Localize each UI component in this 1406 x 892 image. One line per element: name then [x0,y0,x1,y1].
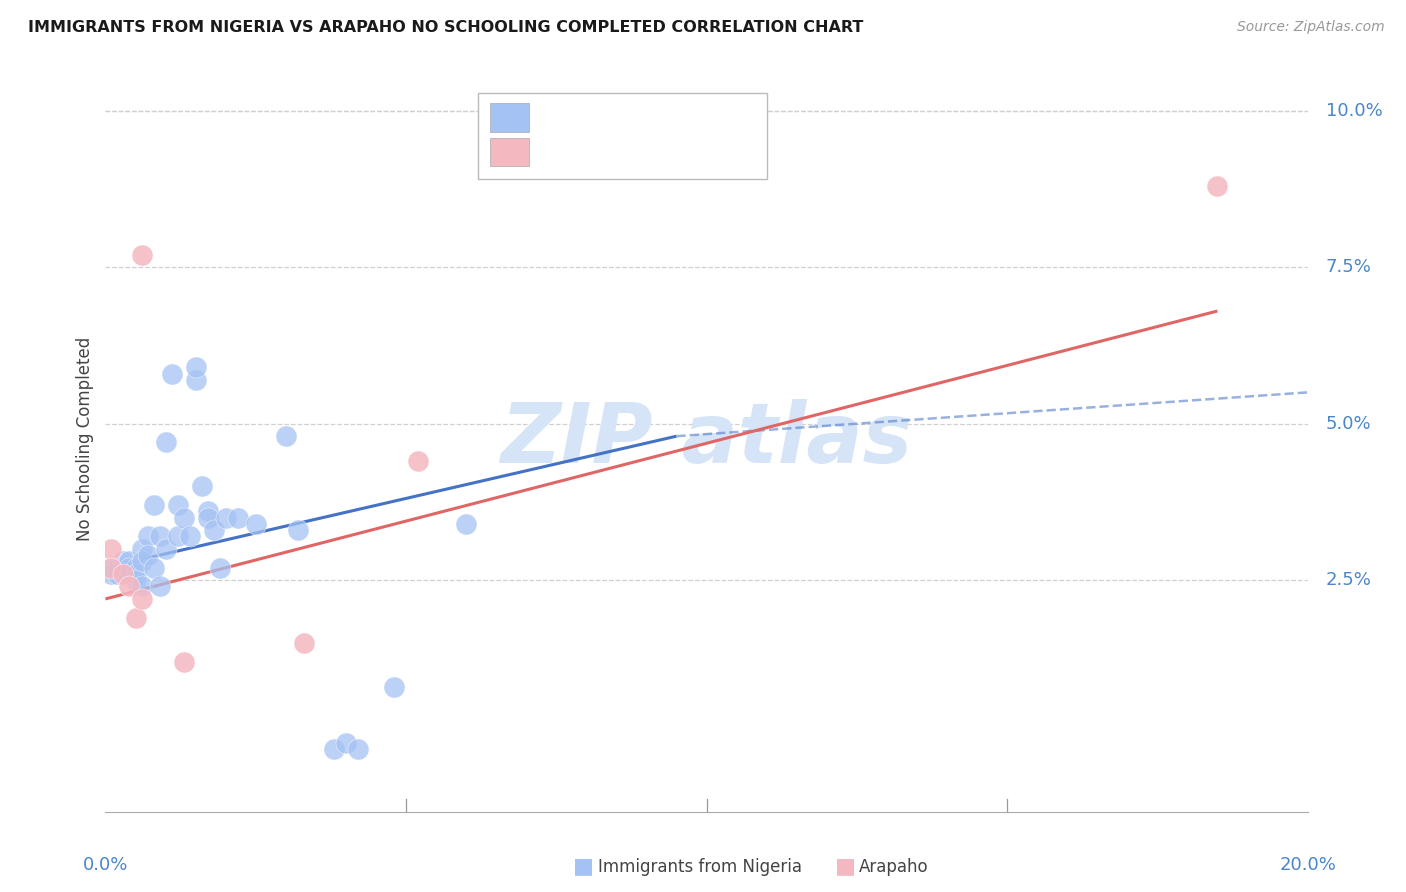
Point [166,498,188,512]
Y-axis label: No Schooling Completed: No Schooling Completed [76,337,94,541]
Point [382,680,405,694]
Point [142,560,165,574]
Point [112,566,135,581]
Point [160,367,183,381]
Point [118,579,141,593]
Point [107,560,129,574]
Bar [491,137,529,166]
Point [173,655,195,669]
Point [173,510,195,524]
Point [124,566,146,581]
Text: Arapaho: Arapaho [859,858,929,876]
Point [148,579,170,593]
Point [136,548,159,562]
Point [100,560,122,574]
Text: 20.0%: 20.0% [1279,855,1336,873]
Point [197,504,219,518]
Text: 0.0%: 0.0% [83,855,128,873]
Text: 10.0%: 10.0% [1326,102,1382,120]
Point [1206,178,1229,193]
Point [190,479,212,493]
Text: 5.0%: 5.0% [1326,415,1371,433]
Point [131,579,153,593]
Point [245,516,267,531]
Text: R = 0.220   N = 45: R = 0.220 N = 45 [541,107,725,127]
Text: ■: ■ [835,856,855,876]
Text: Immigrants from Nigeria: Immigrants from Nigeria [598,858,801,876]
Point [118,560,141,574]
Text: 7.5%: 7.5% [1326,258,1371,277]
Point [202,523,225,537]
Point [347,742,370,756]
Point [665,116,688,130]
Point [287,523,309,537]
FancyBboxPatch shape [478,93,766,178]
Point [166,529,188,543]
Point [124,610,146,624]
Text: IMMIGRANTS FROM NIGERIA VS ARAPAHO NO SCHOOLING COMPLETED CORRELATION CHART: IMMIGRANTS FROM NIGERIA VS ARAPAHO NO SC… [28,20,863,35]
Text: R = 0.549   N =  11: R = 0.549 N = 11 [541,142,733,161]
Point [142,498,165,512]
Point [292,636,315,650]
Text: ■: ■ [574,856,593,876]
Point [131,541,153,556]
Point [148,529,170,543]
Point [226,510,249,524]
Point [197,510,219,524]
Point [179,529,201,543]
Point [100,566,122,581]
Point [335,736,357,750]
Text: ZIP atlas: ZIP atlas [501,399,912,480]
Point [184,360,207,375]
Point [208,560,231,574]
Point [124,560,146,574]
Point [100,541,122,556]
Point [214,510,236,524]
Point [155,541,177,556]
Point [322,742,344,756]
Point [107,566,129,581]
Point [131,554,153,568]
Point [136,529,159,543]
Point [184,373,207,387]
Point [131,248,153,262]
Point [274,429,297,443]
Text: 2.5%: 2.5% [1326,571,1371,589]
Point [454,516,477,531]
Bar [491,103,529,132]
Point [406,454,429,468]
Point [100,560,122,574]
Point [118,554,141,568]
Text: Source: ZipAtlas.com: Source: ZipAtlas.com [1237,20,1385,34]
Point [155,435,177,450]
Point [124,573,146,587]
Point [112,554,135,568]
Point [131,591,153,606]
Point [112,560,135,574]
